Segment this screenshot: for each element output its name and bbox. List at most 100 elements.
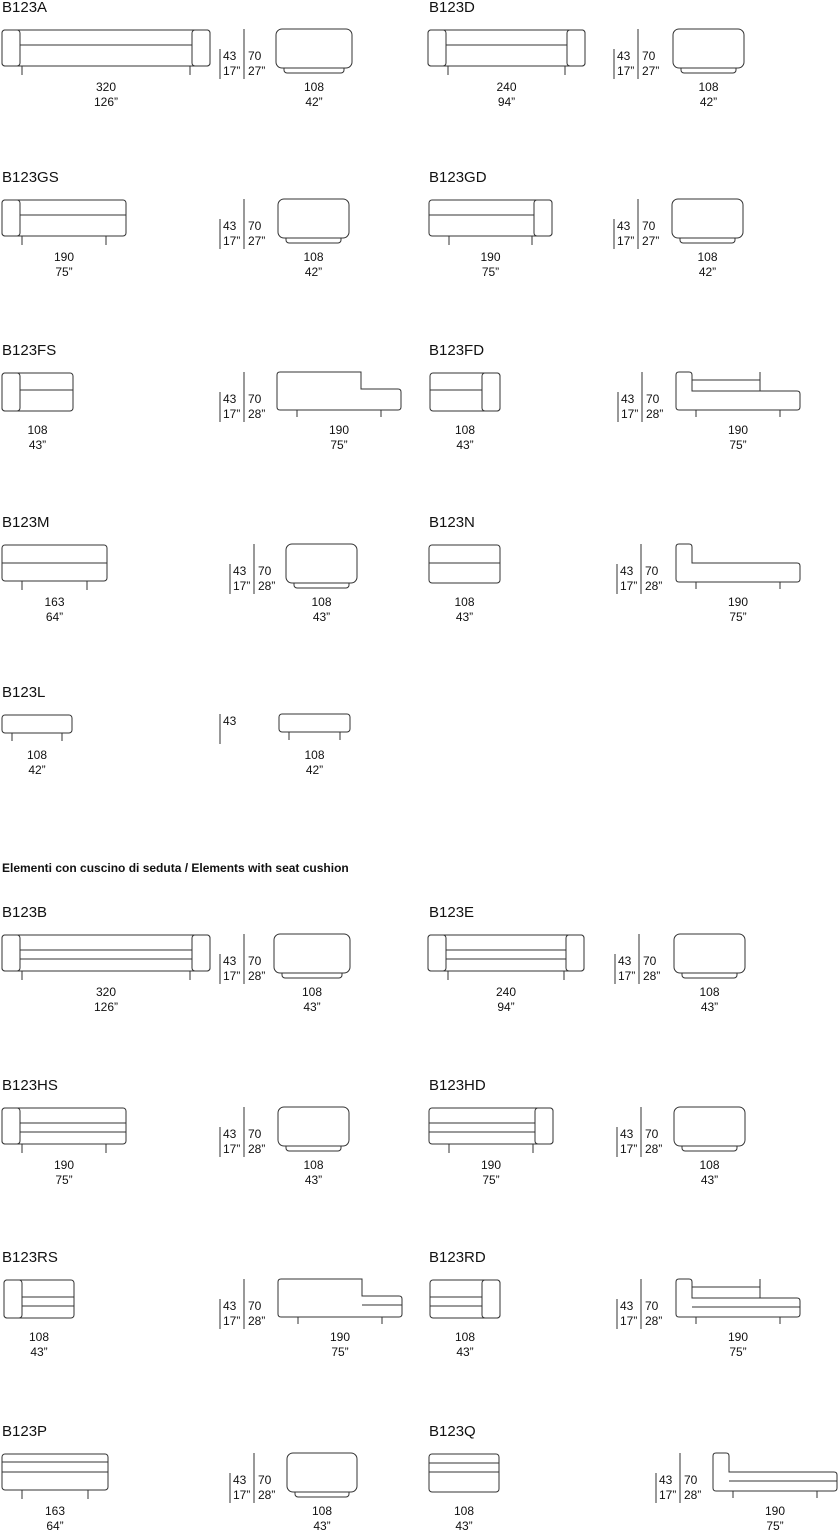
outline [191, 934, 211, 972]
front-dimension: 42” [28, 763, 45, 777]
item-code: B123D [429, 0, 475, 16]
height-dimension: 17” [233, 579, 250, 593]
outline [1, 199, 127, 237]
outline [533, 199, 553, 237]
outline [1, 372, 21, 412]
outline [481, 1279, 501, 1319]
outline [1, 934, 21, 972]
height-dimension: 17” [223, 407, 240, 421]
item-code: B123RS [2, 1249, 58, 1266]
front-dimension: 64” [46, 610, 63, 624]
height-dimension: 28” [248, 1142, 265, 1156]
height-dimension: 28” [258, 579, 275, 593]
item-code: B123FS [2, 342, 56, 359]
item-code: B123HS [2, 1077, 58, 1094]
height-dimension: 70 [248, 1127, 262, 1141]
outline [481, 372, 501, 412]
side-dimension: 190 [728, 595, 748, 609]
front-dimension: 43” [455, 1519, 472, 1533]
side-dimension: 42” [305, 265, 322, 279]
outline [675, 1278, 801, 1318]
side-dimension: 43” [305, 1173, 322, 1187]
height-dimension: 28” [645, 1314, 662, 1328]
outline [286, 1452, 358, 1493]
height-dimension: 70 [642, 219, 656, 233]
side-dimension: 108 [312, 1504, 332, 1518]
front-dimension: 108 [454, 1504, 474, 1518]
item-code: B123FD [429, 342, 484, 359]
outline [3, 1279, 23, 1319]
height-dimension: 17” [223, 1142, 240, 1156]
height-dimension: 17” [233, 1488, 250, 1502]
front-dimension: 43” [456, 610, 473, 624]
front-dimension: 108 [454, 595, 474, 609]
outline [427, 29, 447, 67]
side-dimension: 190 [765, 1504, 785, 1518]
height-dimension: 43 [617, 219, 631, 233]
height-dimension: 43 [618, 954, 632, 968]
item-code: B123HD [429, 1077, 486, 1094]
side-dimension: 108 [303, 250, 323, 264]
height-dimension: 43 [223, 49, 237, 63]
height-dimension: 17” [618, 969, 635, 983]
side-dimension: 42” [305, 95, 322, 109]
side-dimension: 190 [728, 423, 748, 437]
outline [534, 1107, 554, 1145]
height-dimension: 70 [684, 1473, 698, 1487]
side-dimension: 190 [728, 1330, 748, 1344]
height-dimension: 70 [258, 564, 272, 578]
height-dimension: 43 [223, 1299, 237, 1313]
side-dimension: 75” [729, 610, 746, 624]
height-dimension: 28” [248, 1314, 265, 1328]
outline [1, 29, 21, 67]
height-dimension: 70 [248, 392, 262, 406]
height-dimension: 43 [223, 714, 237, 728]
front-dimension: 190 [481, 1158, 501, 1172]
height-dimension: 43 [233, 564, 247, 578]
outline [273, 933, 351, 974]
outline [191, 29, 211, 67]
height-dimension: 28” [248, 407, 265, 421]
height-dimension: 43 [223, 219, 237, 233]
height-dimension: 17” [223, 1314, 240, 1328]
outline [427, 934, 585, 972]
section-title: Elementi con cuscino di seduta / Element… [2, 861, 349, 875]
height-dimension: 43 [620, 1127, 634, 1141]
height-dimension: 28” [646, 407, 663, 421]
outline [675, 371, 801, 411]
outline [277, 1278, 403, 1318]
item-code: B123L [2, 684, 45, 701]
item-code: B123P [2, 1423, 47, 1440]
front-dimension: 126” [94, 95, 118, 109]
height-dimension: 43 [659, 1473, 673, 1487]
side-dimension: 108 [304, 80, 324, 94]
side-dimension: 108 [303, 1158, 323, 1172]
outline [712, 1452, 838, 1492]
front-dimension: 190 [54, 250, 74, 264]
height-dimension: 27” [248, 64, 265, 78]
height-dimension: 17” [620, 1142, 637, 1156]
height-dimension: 27” [642, 64, 659, 78]
height-dimension: 70 [248, 1299, 262, 1313]
side-dimension: 42” [699, 265, 716, 279]
front-dimension: 163 [44, 595, 64, 609]
outline [673, 933, 746, 974]
front-dimension: 43” [30, 1345, 47, 1359]
height-dimension: 43 [621, 392, 635, 406]
side-dimension: 43” [313, 610, 330, 624]
height-dimension: 17” [223, 64, 240, 78]
outline [275, 28, 353, 69]
front-dimension: 240 [496, 80, 516, 94]
height-dimension: 28” [645, 579, 662, 593]
front-dimension: 43” [29, 438, 46, 452]
height-dimension: 27” [642, 234, 659, 248]
outline [427, 29, 586, 67]
height-dimension: 28” [258, 1488, 275, 1502]
height-dimension: 43 [617, 49, 631, 63]
item-code: B123A [2, 0, 47, 16]
side-dimension: 75” [766, 1519, 783, 1533]
height-dimension: 17” [620, 1314, 637, 1328]
item-code: B123M [2, 514, 50, 531]
height-dimension: 43 [223, 954, 237, 968]
